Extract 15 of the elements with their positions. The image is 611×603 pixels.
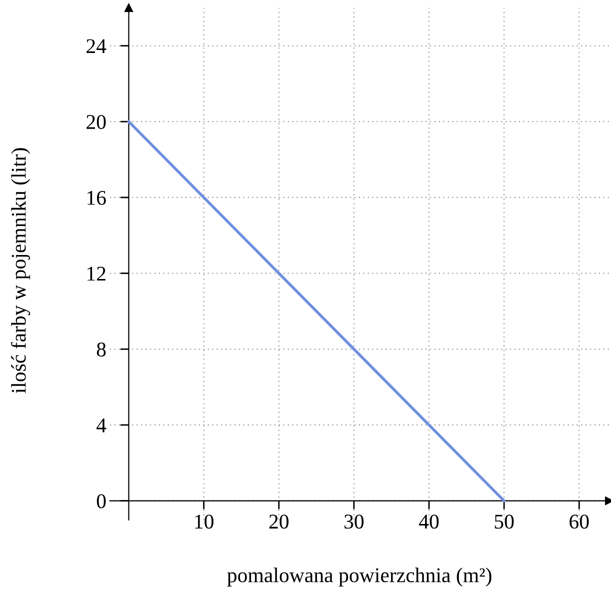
x-tick-label: 20	[269, 514, 288, 529]
y-tick-label: 8	[96, 342, 106, 357]
x-tick-label: 30	[344, 514, 364, 529]
x-tick-label: 40	[419, 514, 439, 529]
y-tick-label: 4	[96, 418, 106, 432]
y-tick-label: 16	[88, 190, 106, 205]
y-tick-label: 0	[96, 494, 106, 508]
x-tick-label: 50	[494, 514, 514, 529]
y-tick-label: 24	[86, 39, 106, 53]
y-axis-title: ilość farby w pojemniku (litr)	[10, 148, 30, 394]
y-tick-label: 20	[86, 114, 106, 130]
x-tick-label: 10	[195, 514, 214, 529]
x-tick-label: 60	[570, 514, 589, 529]
x-axis-title: pomalowana powierzchnia (m²)	[227, 568, 492, 587]
y-tick-label: 12	[88, 266, 106, 281]
